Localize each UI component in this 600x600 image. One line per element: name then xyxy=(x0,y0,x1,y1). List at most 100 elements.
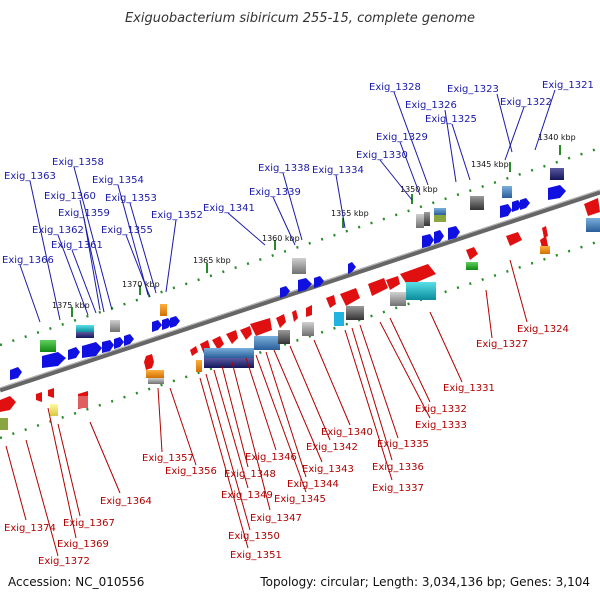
gene-label[interactable]: Exig_1372 xyxy=(38,556,90,567)
forward-gene-arrow[interactable] xyxy=(114,337,124,349)
forward-gene-arrow[interactable] xyxy=(500,204,512,218)
reverse-gene-arrow[interactable] xyxy=(190,346,198,356)
gene-label[interactable]: Exig_1338 xyxy=(258,163,310,174)
forward-gene-arrow[interactable] xyxy=(124,334,134,346)
gene-label[interactable]: Exig_1327 xyxy=(476,339,528,350)
reverse-gene-arrow[interactable] xyxy=(542,226,548,238)
reverse-gene-arrow[interactable] xyxy=(306,305,312,317)
reverse-gene-arrow[interactable] xyxy=(466,247,478,260)
forward-gene-arrow[interactable] xyxy=(102,340,114,353)
feature-block[interactable] xyxy=(434,208,446,215)
feature-block[interactable] xyxy=(110,320,120,332)
gene-label[interactable]: Exig_1348 xyxy=(224,469,276,480)
gene-label[interactable]: Exig_1328 xyxy=(369,82,421,93)
reverse-gene-arrow[interactable] xyxy=(212,336,224,350)
feature-block[interactable] xyxy=(424,212,430,226)
feature-block[interactable] xyxy=(146,370,164,378)
reverse-gene-arrow[interactable] xyxy=(400,264,436,286)
gene-label[interactable]: Exig_1363 xyxy=(4,171,56,182)
reverse-gene-arrow[interactable] xyxy=(144,354,154,370)
forward-gene-arrow[interactable] xyxy=(434,230,444,244)
reverse-gene-arrow[interactable] xyxy=(48,388,54,398)
gene-label[interactable]: Exig_1346 xyxy=(245,452,297,463)
gene-label[interactable]: Exig_1345 xyxy=(274,494,326,505)
reverse-gene-arrow[interactable] xyxy=(340,288,360,306)
reverse-gene-arrow[interactable] xyxy=(292,310,298,322)
feature-block[interactable] xyxy=(50,404,58,416)
gene-label[interactable]: Exig_1359 xyxy=(58,208,110,219)
feature-block[interactable] xyxy=(40,340,56,352)
reverse-gene-arrow[interactable] xyxy=(326,295,336,308)
gene-label[interactable]: Exig_1360 xyxy=(44,191,96,202)
gene-label[interactable]: Exig_1335 xyxy=(377,439,429,450)
feature-block[interactable] xyxy=(502,186,512,198)
feature-block[interactable] xyxy=(204,348,254,358)
gene-label[interactable]: Exig_1374 xyxy=(4,523,56,534)
gene-label[interactable]: Exig_1351 xyxy=(230,550,282,561)
forward-gene-arrow[interactable] xyxy=(348,262,356,274)
forward-gene-arrow[interactable] xyxy=(82,342,102,358)
feature-block[interactable] xyxy=(434,215,446,222)
gene-label[interactable]: Exig_1324 xyxy=(517,324,569,335)
gene-label[interactable]: Exig_1362 xyxy=(32,225,84,236)
gene-label[interactable]: Exig_1339 xyxy=(249,187,301,198)
gene-label[interactable]: Exig_1355 xyxy=(101,225,153,236)
feature-block[interactable] xyxy=(416,214,424,228)
gene-label[interactable]: Exig_1364 xyxy=(100,496,152,507)
forward-gene-arrow[interactable] xyxy=(170,316,180,328)
gene-label[interactable]: Exig_1356 xyxy=(165,466,217,477)
feature-block[interactable] xyxy=(196,360,202,372)
gene-label[interactable]: Exig_1344 xyxy=(287,479,339,490)
gene-label[interactable]: Exig_1329 xyxy=(376,132,428,143)
feature-block[interactable] xyxy=(346,306,364,320)
gene-label[interactable]: Exig_1340 xyxy=(321,427,373,438)
gene-label[interactable]: Exig_1325 xyxy=(425,114,477,125)
gene-label[interactable]: Exig_1353 xyxy=(105,193,157,204)
reverse-gene-arrow[interactable] xyxy=(250,318,272,336)
gene-label[interactable]: Exig_1323 xyxy=(447,84,499,95)
feature-block[interactable] xyxy=(302,322,314,336)
gene-label[interactable]: Exig_1369 xyxy=(57,539,109,550)
reverse-gene-arrow[interactable] xyxy=(36,392,42,402)
feature-block[interactable] xyxy=(550,168,564,180)
gene-label[interactable]: Exig_1332 xyxy=(415,404,467,415)
forward-gene-arrow[interactable] xyxy=(280,286,290,298)
gene-label[interactable]: Exig_1358 xyxy=(52,157,104,168)
gene-label[interactable]: Exig_1366 xyxy=(2,255,54,266)
feature-block[interactable] xyxy=(292,258,306,274)
forward-gene-arrow[interactable] xyxy=(298,278,312,292)
gene-label[interactable]: Exig_1361 xyxy=(51,240,103,251)
forward-gene-arrow[interactable] xyxy=(512,200,522,212)
feature-block[interactable] xyxy=(390,292,406,306)
feature-block[interactable] xyxy=(76,325,94,332)
forward-gene-arrow[interactable] xyxy=(10,367,22,380)
gene-label[interactable]: Exig_1337 xyxy=(372,483,424,494)
forward-gene-arrow[interactable] xyxy=(314,276,324,288)
gene-label[interactable]: Exig_1331 xyxy=(443,383,495,394)
feature-block[interactable] xyxy=(0,418,8,430)
forward-gene-arrow[interactable] xyxy=(68,347,80,360)
feature-block[interactable] xyxy=(78,396,88,408)
feature-block[interactable] xyxy=(148,378,164,384)
reverse-gene-arrow[interactable] xyxy=(276,314,286,328)
gene-label[interactable]: Exig_1333 xyxy=(415,420,467,431)
gene-label[interactable]: Exig_1350 xyxy=(228,531,280,542)
reverse-gene-arrow[interactable] xyxy=(540,236,548,248)
reverse-gene-arrow[interactable] xyxy=(386,276,400,290)
forward-gene-arrow[interactable] xyxy=(520,198,530,210)
feature-block[interactable] xyxy=(334,312,344,326)
feature-block[interactable] xyxy=(76,332,94,338)
gene-label[interactable]: Exig_1343 xyxy=(302,464,354,475)
reverse-gene-arrow[interactable] xyxy=(368,278,388,296)
forward-gene-arrow[interactable] xyxy=(548,185,566,200)
gene-label[interactable]: Exig_1321 xyxy=(542,80,594,91)
forward-gene-arrow[interactable] xyxy=(152,320,162,332)
gene-label[interactable]: Exig_1367 xyxy=(63,518,115,529)
gene-label[interactable]: Exig_1336 xyxy=(372,462,424,473)
feature-block[interactable] xyxy=(540,246,550,254)
gene-label[interactable]: Exig_1352 xyxy=(151,210,203,221)
feature-block[interactable] xyxy=(586,218,600,232)
gene-label[interactable]: Exig_1354 xyxy=(92,175,144,186)
feature-block[interactable] xyxy=(406,282,436,300)
feature-block[interactable] xyxy=(254,336,280,350)
